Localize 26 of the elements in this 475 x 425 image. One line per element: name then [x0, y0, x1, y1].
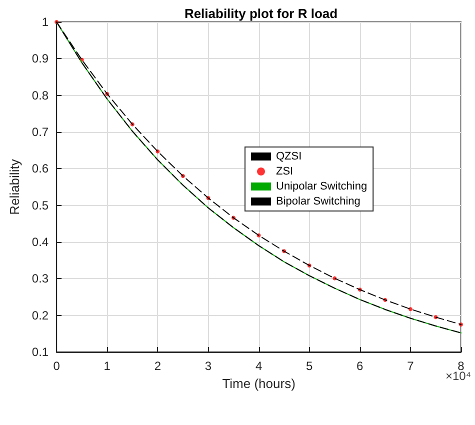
y-tick-label: 0.5	[32, 198, 49, 212]
x-axis-title: Time (hours)	[222, 376, 296, 391]
x-tick-label: 1	[104, 359, 111, 373]
x-tick-label: 2	[154, 359, 162, 373]
y-tick-label: 0.4	[32, 235, 49, 249]
x-tick-label: 3	[204, 359, 212, 373]
y-tick-label: 0.2	[32, 308, 49, 322]
y-tick-label: 0.3	[32, 272, 49, 286]
legend-label: QZSI	[276, 150, 302, 162]
y-tick-label: 1	[42, 15, 49, 29]
y-axis-title: Reliability	[7, 158, 22, 215]
y-tick-label: 0.8	[32, 88, 49, 102]
legend-label: Bipolar Switching	[276, 196, 360, 208]
point	[408, 307, 412, 312]
legend-label: ZSI	[276, 166, 294, 178]
y-tick-label: 0.7	[32, 125, 49, 139]
x-tick-label: 0	[53, 359, 60, 373]
y-tick-label: 0.9	[32, 52, 49, 66]
x-tick-label: 5	[306, 359, 313, 373]
x-tick-label: 6	[356, 359, 364, 373]
x-tick-label: 4	[255, 359, 262, 373]
legend-label: Unipolar Switching	[276, 180, 368, 192]
y-tick-label: 0.1	[32, 345, 49, 359]
chart-title: Reliability plot for R load	[184, 6, 338, 21]
y-tick-label: 0.6	[32, 162, 49, 176]
x-tick-label: 7	[407, 359, 414, 373]
